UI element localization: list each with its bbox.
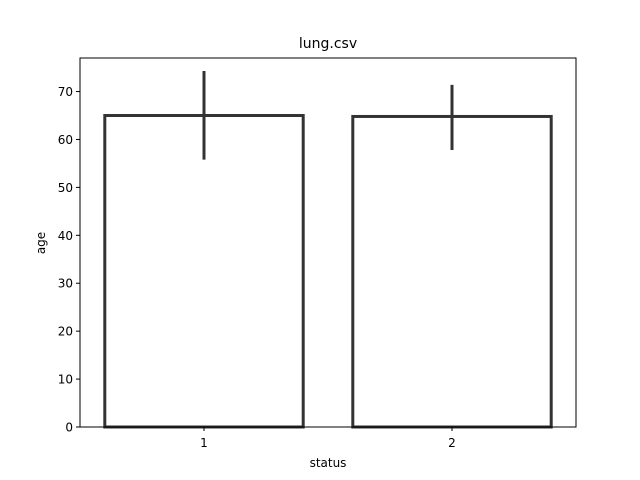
y-tick-label: 70 <box>58 85 73 99</box>
y-axis-label: age <box>34 232 48 254</box>
bar-status-2 <box>351 114 553 429</box>
y-tick-label: 50 <box>58 181 73 195</box>
plot-area: 0 10 20 30 40 50 60 70 1 2 <box>58 70 553 450</box>
bar-status-1 <box>103 114 305 429</box>
x-axis-label: status <box>310 456 347 470</box>
y-tick-label: 20 <box>58 325 73 339</box>
x-tick-label: 1 <box>200 436 208 450</box>
chart-title: lung.csv <box>299 36 357 52</box>
y-tick-label: 30 <box>58 277 73 291</box>
y-tick-label: 0 <box>65 421 73 435</box>
y-tick-label: 10 <box>58 373 73 387</box>
x-tick-label: 2 <box>448 436 456 450</box>
axes-frame <box>79 57 577 428</box>
y-tick-label: 40 <box>58 229 73 243</box>
y-tick-label: 60 <box>58 133 73 147</box>
